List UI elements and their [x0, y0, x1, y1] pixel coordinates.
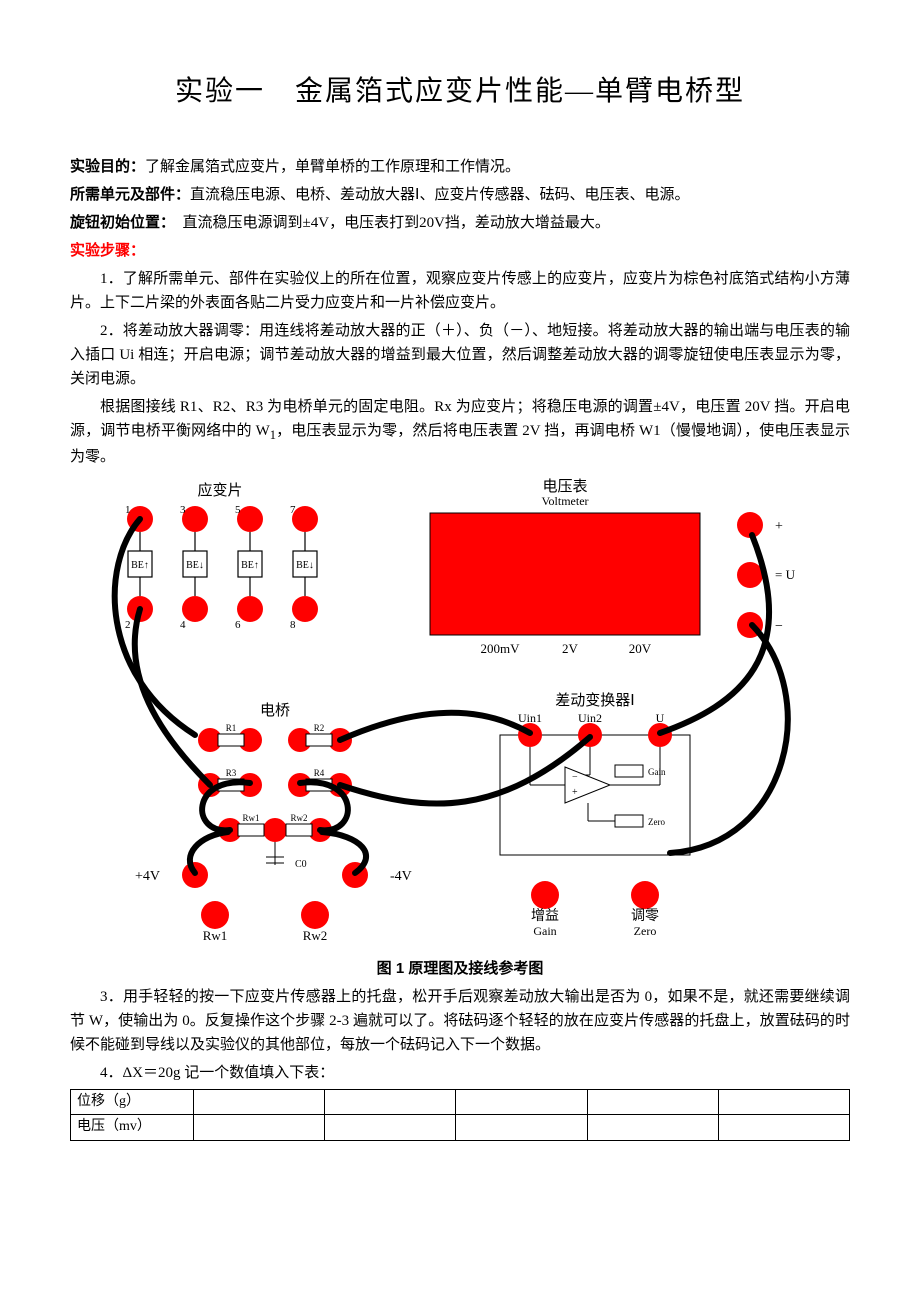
units-label: 所需单元及部件： [70, 186, 190, 203]
label-be4: BE↓ [296, 560, 314, 571]
label-rw1m: Rw1 [242, 813, 259, 823]
amp-box [500, 735, 690, 855]
label-r1: R1 [226, 723, 237, 733]
table-row: 电压（mv） [71, 1115, 850, 1140]
label-diffamp: 差动变换器Ⅰ [555, 692, 634, 709]
label-c0: C0 [295, 859, 307, 870]
row1-head: 位移（g） [71, 1089, 194, 1114]
node-num-5: 5 [235, 504, 241, 516]
label-200mv: 200mV [481, 641, 521, 656]
node-num-8: 8 [290, 619, 296, 631]
label-zero-en: Zero [634, 924, 657, 938]
label-minus: − [775, 619, 783, 634]
label-2v: 2V [562, 641, 579, 656]
label-be3: BE↑ [241, 560, 259, 571]
para-2: 2．将差动放大器调零：用连线将差动放大器的正（＋）、负（－）、地短接。将差动放大… [70, 319, 850, 391]
label-strain: 应变片 [197, 481, 242, 499]
node-gain-knob [531, 881, 559, 909]
node-num-2: 2 [125, 619, 131, 631]
label-voltmeter-cn: 电压表 [542, 478, 587, 495]
label-zero-cn: 调零 [631, 908, 659, 924]
cell [194, 1089, 325, 1114]
units-text: 直流稳压电源、电桥、差动放大器Ⅰ、应变片传感器、砝码、电压表、电源。 [190, 187, 689, 203]
svg-text:Zero: Zero [648, 817, 665, 827]
label-be1: BE↑ [131, 560, 149, 571]
knob-line: 旋钮初始位置： 直流稳压电源调到±4V，电压表打到20V挡，差动放大增益最大。 [70, 211, 850, 235]
voltmeter-box [430, 513, 700, 635]
label-uout: U [656, 711, 665, 725]
svg-text:+: + [572, 787, 578, 798]
label-u-eq: = U [775, 567, 796, 582]
para-3: 根据图接线 R1、R2、R3 为电桥单元的固定电阻。Rx 为应变片；将稳压电源的… [70, 395, 850, 469]
table-row: 位移（g） [71, 1089, 850, 1114]
cell [325, 1115, 456, 1140]
node-num-4: 4 [180, 619, 186, 631]
figure-caption: 图 1 原理图及接线参考图 [70, 957, 850, 981]
knob-text: 直流稳压电源调到±4V，电压表打到20V挡，差动放大增益最大。 [168, 215, 610, 231]
knob-label: 旋钮初始位置： [70, 214, 168, 231]
cell [456, 1115, 587, 1140]
para-1: 1．了解所需单元、部件在实验仪上的所在位置，观察应变片传感上的应变片，应变片为棕… [70, 267, 850, 315]
purpose-label: 实验目的： [70, 158, 145, 175]
para-4: 3．用手轻轻的按一下应变片传感器上的托盘，松开手后观察差动放大输出是否为 0，如… [70, 985, 850, 1057]
circuit-diagram: 应变片 BE↑ BE↓ BE↑ BE↓ 1 3 5 7 2 4 6 8 电压表 … [100, 475, 820, 953]
node-num-6: 6 [235, 619, 241, 631]
label-plus: + [775, 519, 783, 534]
label-bridge: 电桥 [260, 702, 290, 719]
label-rw1: Rw1 [203, 928, 228, 943]
cell [718, 1089, 849, 1114]
cell [587, 1089, 718, 1114]
label-voltmeter-en: Voltmeter [541, 494, 588, 508]
label-gain-en: Gain [533, 924, 556, 938]
steps-label-line: 实验步骤： [70, 239, 850, 263]
label-r2: R2 [314, 723, 325, 733]
diagram-svg: 应变片 BE↑ BE↓ BE↑ BE↓ 1 3 5 7 2 4 6 8 电压表 … [100, 475, 820, 945]
bridge-resistors [218, 734, 332, 865]
cell [587, 1115, 718, 1140]
label-r3: R3 [226, 768, 237, 778]
data-table: 位移（g） 电压（mv） [70, 1089, 850, 1141]
cell [718, 1115, 849, 1140]
units-line: 所需单元及部件：直流稳压电源、电桥、差动放大器Ⅰ、应变片传感器、砝码、电压表、电… [70, 183, 850, 207]
label-20v: 20V [629, 641, 652, 656]
node-num-7: 7 [290, 504, 296, 516]
node-zero-knob [631, 881, 659, 909]
strain-nodes [127, 506, 318, 622]
label-rw2: Rw2 [303, 928, 328, 943]
svg-text:Gain: Gain [648, 767, 666, 777]
amp-inner: − + Gain Zero [530, 747, 666, 827]
label-uin2: Uin2 [578, 711, 602, 725]
label-gain-cn: 增益 [531, 908, 559, 924]
svg-text:−: − [572, 772, 578, 783]
purpose-line: 实验目的：了解金属箔式应变片，单臂单桥的工作原理和工作情况。 [70, 155, 850, 179]
node-vm-mid [737, 562, 763, 588]
row2-head: 电压（mv） [71, 1115, 194, 1140]
para-5: 4．ΔX＝20g 记一个数值填入下表： [70, 1061, 850, 1085]
label-plus4v: +4V [135, 869, 160, 884]
page-title: 实验一 金属箔式应变片性能—单臂电桥型 [70, 70, 850, 115]
steps-label: 实验步骤： [70, 242, 145, 259]
strain-wires [128, 532, 317, 596]
label-be2: BE↓ [186, 560, 204, 571]
node-num-1: 1 [125, 504, 131, 516]
label-r4: R4 [314, 768, 325, 778]
cell [194, 1115, 325, 1140]
cell [325, 1089, 456, 1114]
node-num-3: 3 [180, 504, 186, 516]
cell [456, 1089, 587, 1114]
label-uin1: Uin1 [518, 711, 542, 725]
purpose-text: 了解金属箔式应变片，单臂单桥的工作原理和工作情况。 [145, 159, 520, 175]
label-minus4v: -4V [390, 869, 412, 884]
label-rw2m: Rw2 [290, 813, 307, 823]
